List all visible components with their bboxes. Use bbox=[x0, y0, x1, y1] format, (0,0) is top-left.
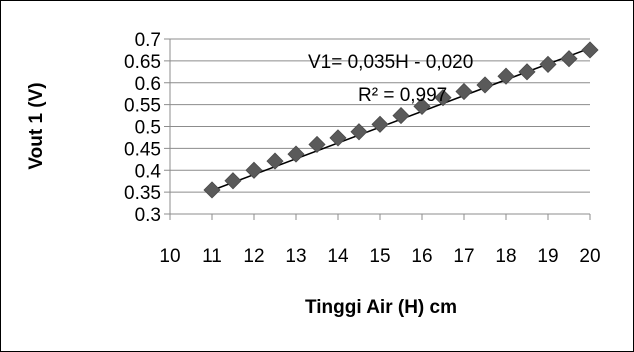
r-squared-label: R² = 0,997 bbox=[358, 85, 447, 106]
axes bbox=[164, 38, 591, 220]
gridlines bbox=[170, 38, 590, 193]
x-tick-label: 15 bbox=[369, 246, 390, 267]
x-tick-label: 13 bbox=[285, 246, 306, 267]
y-tick-label: 0.4 bbox=[135, 161, 162, 182]
data-point-17 bbox=[560, 50, 578, 68]
x-tick-label: 14 bbox=[327, 246, 349, 267]
data-point-14 bbox=[497, 67, 515, 85]
y-tick-label: 0.35 bbox=[124, 183, 161, 204]
x-tick-label: 12 bbox=[243, 246, 264, 267]
x-tick-label: 17 bbox=[453, 246, 474, 267]
y-tick-label: 0.3 bbox=[135, 205, 161, 226]
data-point-13 bbox=[476, 76, 494, 94]
data-point-11 bbox=[434, 89, 452, 107]
x-tick-label: 10 bbox=[159, 246, 180, 267]
y-tick-label: 0.55 bbox=[124, 96, 161, 117]
x-tick-label: 16 bbox=[411, 246, 432, 267]
data-point-2 bbox=[245, 161, 263, 179]
data-point-7 bbox=[350, 123, 368, 141]
x-tick-label: 20 bbox=[579, 246, 600, 267]
trendline-equation: V1= 0,035H - 0,020 bbox=[308, 52, 473, 73]
data-point-10 bbox=[413, 97, 431, 115]
data-point-12 bbox=[455, 82, 473, 101]
y-tick-label: 0.5 bbox=[135, 118, 161, 139]
data-point-0 bbox=[203, 181, 221, 199]
data-point-3 bbox=[266, 152, 284, 170]
x-axis-title: Tinggi Air (H) cm bbox=[305, 297, 457, 318]
data-point-5 bbox=[308, 135, 326, 154]
data-point-4 bbox=[287, 145, 305, 163]
y-tick-label: 0.7 bbox=[135, 30, 161, 51]
y-axis-title: Vout 1 (V) bbox=[26, 82, 47, 169]
x-tick-label: 19 bbox=[537, 246, 558, 267]
data-point-6 bbox=[329, 129, 347, 147]
data-point-1 bbox=[224, 172, 242, 190]
tick-labels: 0.30.350.40.450.50.550.60.650.7 10 11 12 13 1… bbox=[124, 30, 601, 267]
y-tick-label: 0.6 bbox=[135, 74, 161, 95]
y-tick-label: 0.45 bbox=[124, 139, 161, 160]
data-point-8 bbox=[371, 115, 389, 133]
x-tick-label: 18 bbox=[495, 246, 516, 267]
data-point-18 bbox=[581, 41, 599, 59]
data-point-16 bbox=[539, 55, 557, 73]
data-points bbox=[203, 41, 599, 199]
data-point-9 bbox=[392, 106, 410, 125]
y-tick-label: 0.65 bbox=[124, 52, 161, 73]
data-point-15 bbox=[518, 63, 536, 81]
x-tick-label: 11 bbox=[202, 246, 222, 267]
